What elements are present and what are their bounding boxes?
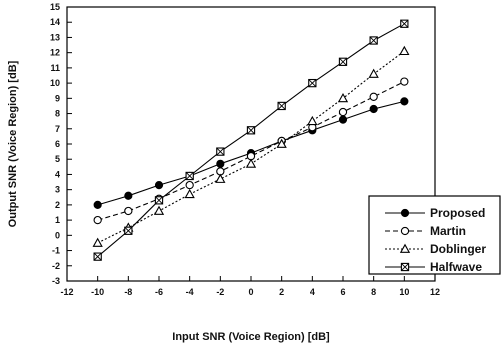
legend: Proposed Martin Doblinger Halfwave (368, 195, 501, 275)
y-tick-label: 4 (55, 169, 60, 179)
martin-point (124, 206, 133, 216)
y-tick-label: -1 (52, 246, 60, 256)
halfwave-point (369, 36, 378, 45)
legend-marker-doblinger (399, 243, 411, 253)
proposed-point (400, 97, 409, 106)
legend-box (368, 195, 501, 275)
axis-ticks (66, 6, 436, 282)
doblinger-point (399, 45, 410, 56)
y-tick-label: 10 (50, 78, 60, 88)
y-tick-label: 7 (55, 124, 60, 134)
doblinger-point (153, 205, 165, 215)
halfwave-point (216, 147, 225, 156)
y-tick-label: 5 (55, 154, 60, 164)
halfwave-marker-cross (400, 19, 409, 28)
legend-entries: Proposed Martin Doblinger Halfwave (385, 206, 486, 274)
y-axis-label: Output SNR (Voice Region) [dB] (7, 60, 19, 227)
doblinger-point (337, 93, 349, 103)
x-tick-label: 2 (279, 287, 284, 297)
halfwave-marker-cross (339, 57, 347, 66)
proposed-point (154, 181, 164, 190)
x-tick-labels: -12 -10 -8 -6 -4 -2 0 2 4 6 8 10 12 (60, 287, 440, 297)
y-tick-label: 14 (50, 17, 60, 27)
halfwave-marker-cross (93, 252, 102, 261)
legend-label-proposed: Proposed (430, 206, 485, 220)
halfwave-marker-cross (216, 147, 225, 156)
legend-marker-proposed (400, 208, 410, 218)
halfwave-marker-cross (155, 196, 163, 205)
legend-label-halfwave: Halfwave (430, 260, 482, 274)
halfwave-marker-cross (308, 79, 317, 88)
y-tick-label: 6 (55, 139, 60, 149)
legend-marker-halfwave (400, 262, 410, 272)
halfwave-point (338, 57, 348, 66)
x-tick-label: 4 (310, 287, 315, 297)
doblinger-point (245, 158, 257, 168)
y-tick-label: -2 (52, 261, 60, 271)
x-tick-label: -2 (216, 287, 224, 297)
halfwave-marker-cross (277, 102, 286, 110)
doblinger-point (276, 138, 287, 148)
proposed-point (124, 191, 133, 200)
doblinger-point (215, 173, 226, 183)
proposed-point (369, 104, 378, 114)
legend-label-martin: Martin (430, 224, 466, 238)
y-tick-label: 9 (55, 93, 60, 103)
y-tick-label: 8 (55, 109, 60, 119)
proposed-point (216, 159, 225, 168)
doblinger-point (184, 188, 195, 199)
martin-point (338, 107, 348, 117)
x-tick-label: 0 (248, 287, 253, 297)
halfwave-marker-cross (124, 226, 133, 235)
halfwave-marker-cross (185, 172, 194, 180)
halfwave-series-line (97, 23, 405, 258)
y-tick-label: 15 (50, 2, 60, 12)
halfwave-point (308, 78, 317, 88)
x-tick-label: 10 (399, 287, 409, 297)
x-tick-label: -4 (186, 287, 194, 297)
halfwave-point (277, 101, 286, 111)
x-tick-label: -12 (60, 287, 73, 297)
y-tick-label: 13 (50, 32, 60, 42)
doblinger-point (368, 68, 379, 78)
y-tick-label: 2 (55, 200, 60, 210)
halfwave-point (124, 226, 133, 235)
halfwave-marker-cross (401, 263, 409, 271)
halfwave-marker-cross (369, 36, 378, 45)
legend-marker-martin (400, 226, 410, 236)
y-tick-label: 0 (55, 230, 60, 240)
y-tick-label: 11 (50, 63, 60, 73)
proposed-point (93, 200, 102, 209)
halfwave-point (400, 19, 409, 28)
x-tick-label: 12 (430, 287, 440, 297)
proposed-point (338, 115, 348, 124)
doblinger-series-line (97, 50, 405, 244)
martin-point (185, 180, 194, 190)
x-tick-label: 6 (340, 287, 345, 297)
series-group (92, 19, 410, 261)
x-tick-label: -10 (91, 287, 104, 297)
halfwave-point (185, 171, 194, 181)
x-tick-label: -8 (124, 287, 132, 297)
martin-point (93, 215, 102, 225)
halfwave-point (246, 126, 256, 135)
doblinger-point (307, 115, 318, 126)
x-tick-label: -6 (155, 287, 163, 297)
doblinger-point (92, 237, 103, 247)
legend-label-doblinger: Doblinger (430, 242, 486, 256)
y-tick-label: -3 (52, 276, 60, 286)
halfwave-point (154, 196, 164, 205)
martin-point (400, 77, 409, 86)
x-tick-label: 8 (371, 287, 376, 297)
martin-point (369, 92, 378, 101)
y-tick-label: 3 (55, 185, 60, 195)
y-tick-label: 1 (55, 215, 60, 225)
halfwave-marker-cross (247, 126, 255, 135)
y-tick-label: 12 (50, 48, 60, 58)
x-axis-label: Input SNR (Voice Region) [dB] (172, 331, 330, 343)
halfwave-point (93, 252, 102, 261)
